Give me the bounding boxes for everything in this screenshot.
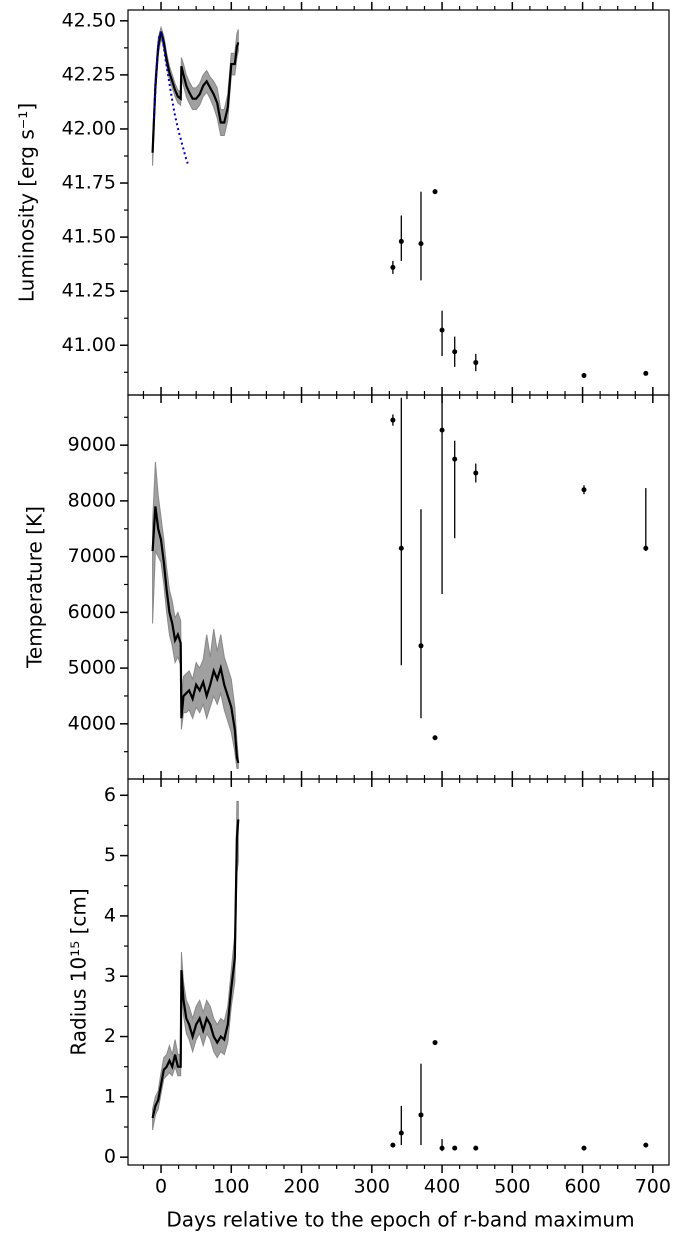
y-tick-label: 4000: [68, 712, 116, 734]
y-tick-label: 1: [104, 1085, 116, 1107]
data-point: [390, 1142, 396, 1148]
data-point: [643, 545, 649, 551]
data-point: [643, 1142, 649, 1148]
x-axis-label: Days relative to the epoch of r-band max…: [166, 1208, 634, 1232]
data-point: [418, 1112, 424, 1118]
data-point: [398, 238, 404, 244]
line: [152, 27, 189, 164]
frame: [127, 9, 670, 396]
data-point: [452, 456, 458, 462]
data-point: [390, 264, 396, 270]
data-point: [439, 427, 445, 433]
plot-area: [151, 25, 649, 379]
y-tick-label: 42.25: [62, 63, 116, 85]
data-point: [398, 1130, 404, 1136]
y-tick-label: 41.00: [62, 334, 116, 356]
y-axis-label: Luminosity [erg s⁻¹]: [15, 103, 39, 302]
data-point: [473, 470, 479, 476]
y-tick-label: 0: [104, 1146, 116, 1168]
y-axis-label: Radius 10¹⁵ [cm]: [67, 888, 91, 1055]
data-point: [452, 1145, 458, 1151]
y-tick-label: 9000: [68, 434, 116, 456]
line: [151, 506, 240, 764]
data-point: [398, 545, 404, 551]
y-tick-label: 5: [104, 844, 116, 866]
uncertainty-band: [152, 461, 239, 769]
x-tick-label: 100: [213, 1176, 249, 1198]
x-tick-label: 700: [635, 1176, 671, 1198]
y-tick-label: 6000: [68, 601, 116, 623]
data-point: [432, 1040, 438, 1046]
plot-area: [151, 395, 649, 769]
data-point: [439, 327, 445, 333]
frame: [127, 778, 670, 1166]
y-tick-label: 2: [104, 1025, 116, 1047]
data-point: [452, 349, 458, 355]
data-point: [418, 643, 424, 649]
data-point: [432, 735, 438, 741]
data-point: [418, 241, 424, 247]
y-tick-label: 41.25: [62, 280, 116, 302]
y-axis-label: Temperature [K]: [23, 506, 47, 669]
y-tick-label: 8000: [68, 489, 116, 511]
y-tick-label: 3: [104, 965, 116, 987]
y-tick-label: 6: [104, 784, 116, 806]
line: [151, 819, 240, 1119]
y-tick-label: 41.75: [62, 172, 116, 194]
data-point: [432, 189, 438, 195]
x-tick-label: 400: [424, 1176, 460, 1198]
data-point: [473, 1145, 479, 1151]
y-tick-label: 42.00: [62, 117, 116, 139]
y-tick-label: 5000: [68, 657, 116, 679]
line: [151, 31, 240, 153]
data-point: [390, 417, 396, 423]
data-point: [581, 1145, 587, 1151]
data-point: [439, 1145, 445, 1151]
x-tick-label: 500: [494, 1176, 530, 1198]
data-point: [643, 370, 649, 376]
data-point: [581, 373, 587, 379]
y-tick-label: 4: [104, 904, 116, 926]
frame: [127, 394, 670, 780]
x-tick-label: 0: [155, 1176, 167, 1198]
y-tick-label: 42.50: [62, 9, 116, 31]
y-tick-label: 41.50: [62, 226, 116, 248]
y-tick-label: 7000: [68, 545, 116, 567]
uncertainty-band: [152, 800, 239, 1131]
x-tick-label: 200: [283, 1176, 319, 1198]
x-tick-label: 300: [354, 1176, 390, 1198]
plot-area: [151, 800, 649, 1152]
data-point: [581, 487, 587, 493]
x-tick-label: 600: [564, 1176, 600, 1198]
data-point: [473, 360, 479, 366]
